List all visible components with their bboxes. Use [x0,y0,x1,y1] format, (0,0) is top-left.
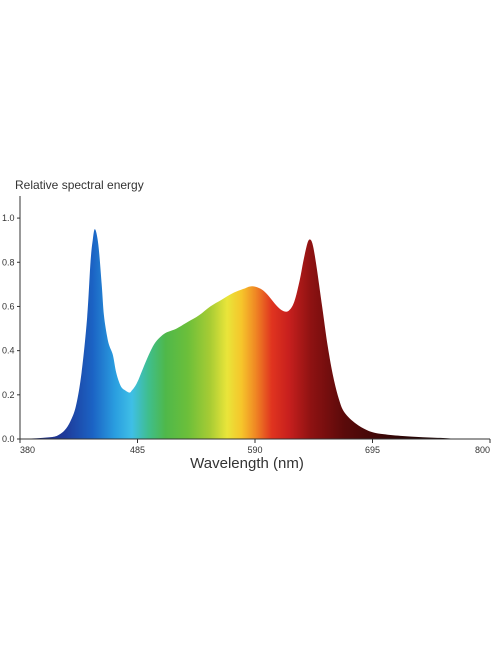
x-tick-label: 380 [20,445,35,455]
x-axis-ticks: 380 485 590 695 800 [19,439,491,455]
y-tick-label: 0.6 [2,301,15,311]
y-tick-label: 1.0 [2,213,15,223]
x-tick-label: 485 [130,445,145,455]
y-tick-label: 0.4 [2,346,15,356]
spectrum-area [20,229,457,439]
x-tick-label: 800 [475,445,490,455]
y-axis-label: Relative spectral energy [15,178,144,192]
x-axis-label: Wavelength (nm) [190,455,304,472]
y-tick-label: 0.2 [2,390,15,400]
y-axis-ticks: 0.0 0.2 0.4 0.6 0.8 1.0 [2,213,20,444]
x-tick-label: 590 [247,445,262,455]
y-tick-label: 0.0 [2,434,15,444]
x-tick-label: 695 [365,445,380,455]
y-tick-label: 0.8 [2,257,15,267]
